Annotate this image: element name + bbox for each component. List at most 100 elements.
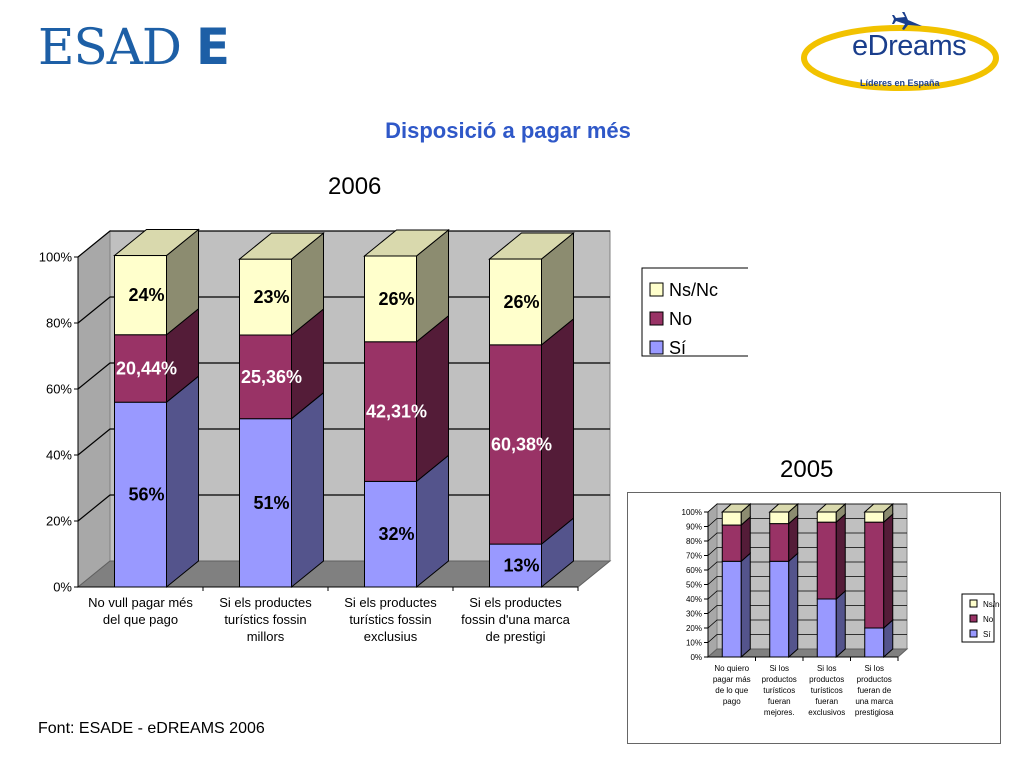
data-label: 26% (378, 289, 414, 309)
y-tick-label: 40% (686, 595, 702, 604)
airplane-icon (892, 12, 922, 30)
bar-s-2 (816, 598, 837, 658)
data-label: 51% (253, 493, 289, 513)
legend-swatch (649, 340, 664, 355)
y-tick-label: 80% (686, 537, 702, 546)
data-label: 25,36% (241, 367, 302, 387)
bar-no-3-side (541, 317, 574, 546)
bar-no-1 (239, 334, 292, 420)
bar-s-2-side (835, 589, 846, 659)
chart-2005-frame: 0% 10% 20% 30% 40% 50% 60% 70% 80% 90% 100% No quie… (627, 492, 1001, 744)
legend-swatch (969, 599, 978, 608)
x-tick-label: millors (247, 629, 285, 644)
y-tick-label: 60% (686, 566, 702, 575)
bar-s-1-side (788, 552, 799, 659)
y-tick-label: 100% (39, 250, 73, 265)
esade-logo-bold-letter: E (195, 18, 230, 76)
y-tick-label: 10% (686, 638, 702, 647)
bar-no-2 (816, 521, 837, 600)
bar-top-3 (488, 232, 575, 260)
chart-2006-title: 2006 (328, 173, 382, 200)
x-tick-label: de lo que (715, 686, 748, 695)
x-tick-label: pagar más (713, 675, 751, 684)
bar-top-0 (113, 229, 200, 257)
y-tick-label: 20% (686, 624, 702, 633)
y-tick-label: 100% (682, 508, 702, 517)
esade-logo: ESAD E (38, 22, 230, 72)
chart-2006: 0% 20% 40% 60% 80% 100% 56% 20,44% 24% No vull pa… (39, 228, 748, 644)
y-tick-label: 50% (686, 580, 702, 589)
legend-swatch (649, 311, 664, 326)
bar-s-1 (239, 418, 292, 588)
y-tick-label: 40% (46, 448, 72, 463)
data-label: 60,38% (491, 434, 552, 454)
x-tick-label: exclusius (364, 629, 418, 644)
data-label: 26% (503, 292, 539, 312)
source-note: Font: ESADE - eDREAMS 2006 (38, 720, 265, 737)
y-tick-label: 80% (46, 316, 72, 331)
legend-label: Sí (983, 630, 991, 639)
bar-top-2 (815, 503, 847, 513)
x-tick-label: Si els productes (219, 595, 312, 610)
bar-no-2 (364, 341, 417, 482)
x-tick-label: No vull pagar més (88, 595, 193, 610)
legend-label: No (983, 615, 994, 624)
x-tick-label: mejores. (764, 708, 795, 717)
x-tick-label: productos (857, 675, 892, 684)
y-tick-label: 70% (686, 551, 702, 560)
x-tick-label: fueran de (857, 686, 891, 695)
bar-top-1 (768, 503, 800, 513)
bar-top-1 (238, 232, 325, 260)
edreams-tagline: Líderes en España (860, 78, 940, 88)
legend-label: Ns/Nc (669, 280, 718, 300)
y-tick-label: 30% (686, 609, 702, 618)
esade-logo-text: ESAD (38, 18, 182, 76)
bar-no-3 (864, 521, 885, 629)
data-label: 23% (253, 287, 289, 307)
legend-swatch (969, 614, 978, 623)
bar-no-2-side (835, 513, 846, 601)
x-tick-label: fossin d'una marca (461, 612, 570, 627)
y-tick-label: 0% (690, 653, 702, 662)
x-tick-label: Si los (864, 664, 884, 673)
x-tick-label: exclusivos (808, 708, 845, 717)
x-tick-label: productos (809, 675, 844, 684)
data-label: 32% (378, 524, 414, 544)
x-tick-label: turístics fossin (349, 612, 431, 627)
bar-nsnc-1 (239, 258, 292, 336)
bar-nsnc-2 (816, 511, 837, 523)
x-tick-label: fueran (815, 697, 838, 706)
data-label: 13% (503, 556, 539, 576)
legend (961, 593, 995, 643)
bar-s-0 (721, 560, 742, 658)
legend-swatch (969, 629, 978, 638)
x-tick-label: Si los (769, 664, 789, 673)
x-tick-label: Si los (817, 664, 837, 673)
bar-no-0 (721, 524, 742, 562)
slide-title: Disposició a pagar més (385, 118, 631, 143)
bar-no-2-side (416, 314, 449, 483)
bar-s-1 (769, 560, 790, 658)
bar-top-0 (720, 503, 752, 513)
bar-no-3 (489, 344, 542, 545)
legend-label: No (669, 309, 692, 329)
x-tick-label: No quiero (714, 664, 749, 673)
data-label: 56% (128, 485, 164, 505)
x-tick-label: del que pago (103, 612, 178, 627)
bar-nsnc-1 (769, 511, 790, 525)
x-tick-label: turístics fossin (224, 612, 306, 627)
bar-top-3 (863, 503, 895, 513)
chart-2005: 0% 10% 20% 30% 40% 50% 60% 70% 80% 90% 100% No quie… (682, 502, 1000, 717)
x-tick-label: productos (762, 675, 797, 684)
bar-nsnc-3 (864, 511, 885, 523)
bar-s-3 (864, 627, 885, 658)
x-tick-label: una marca (855, 697, 893, 706)
y-tick-label: 0% (53, 580, 72, 595)
legend-swatch (649, 282, 664, 297)
bar-nsnc-0 (721, 511, 742, 526)
bar-no-3-side (883, 513, 894, 630)
x-tick-label: turísticos (763, 686, 795, 695)
x-tick-label: pago (723, 697, 741, 706)
chart-2005-title: 2005 (780, 456, 834, 483)
x-tick-label: Si els productes (344, 595, 437, 610)
